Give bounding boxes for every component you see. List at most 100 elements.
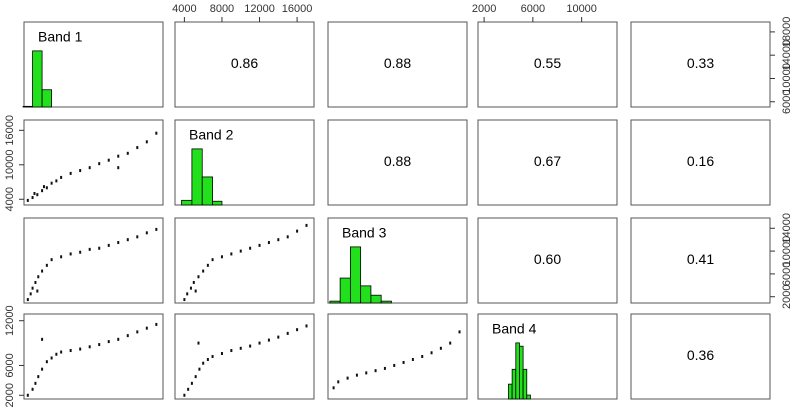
point <box>305 324 308 328</box>
correlation: 0.16 <box>687 153 714 169</box>
y-tick-label: 14000 <box>781 213 793 244</box>
point <box>190 381 193 385</box>
point <box>194 289 197 293</box>
point <box>449 341 452 345</box>
point <box>41 269 44 273</box>
x-tick-label: 8000 <box>210 3 234 15</box>
point <box>50 258 53 262</box>
point <box>50 356 53 360</box>
point <box>211 258 214 262</box>
correlation: 0.88 <box>384 55 411 71</box>
y-tick-label: 6000 <box>781 90 793 114</box>
point <box>37 375 40 379</box>
point <box>60 175 63 179</box>
point <box>88 345 91 349</box>
point <box>37 275 40 279</box>
y-tick-label: 6000 <box>4 353 16 377</box>
point <box>50 181 53 185</box>
point <box>26 198 29 202</box>
x-tick-label: 2000 <box>472 3 496 15</box>
point <box>31 387 34 391</box>
x-tick-label: 10000 <box>566 3 597 15</box>
point <box>117 154 120 158</box>
point <box>60 255 63 259</box>
point <box>206 357 209 361</box>
point <box>41 189 44 193</box>
variable-name: Band 2 <box>189 127 234 143</box>
correlation: 0.88 <box>384 153 411 169</box>
histogram-bar <box>511 368 517 400</box>
point <box>45 186 48 190</box>
point <box>117 166 120 170</box>
panel <box>477 217 618 304</box>
point <box>136 235 139 239</box>
point <box>249 344 252 348</box>
panel <box>327 119 468 206</box>
scatter-panel <box>332 330 461 390</box>
y-tick-label: 18000 <box>781 17 793 48</box>
point <box>286 235 289 239</box>
point <box>277 335 280 339</box>
point <box>117 337 120 341</box>
point <box>26 393 29 397</box>
point <box>36 289 39 293</box>
histogram-bar <box>212 200 223 206</box>
point <box>34 280 37 284</box>
histogram-bar <box>41 89 53 108</box>
point <box>29 292 32 296</box>
point <box>31 196 34 200</box>
point <box>305 223 308 227</box>
point <box>79 250 82 254</box>
histogram-bar <box>22 105 33 108</box>
point <box>421 355 424 358</box>
panel <box>477 313 618 400</box>
x-tick-label: 16000 <box>282 3 313 15</box>
point <box>145 231 148 235</box>
panel <box>477 119 618 206</box>
panel <box>327 21 468 108</box>
point <box>187 387 190 391</box>
point <box>98 343 101 347</box>
histogram-bar <box>32 50 43 108</box>
point <box>126 151 129 155</box>
y-tick-label: 10000 <box>781 236 793 267</box>
point <box>126 238 129 242</box>
panel <box>630 217 771 304</box>
point <box>267 338 270 342</box>
point <box>192 280 195 284</box>
point <box>42 185 45 189</box>
x-tick-label: 4000 <box>172 3 196 15</box>
point <box>155 227 158 231</box>
point <box>136 146 139 150</box>
point <box>98 246 101 250</box>
histogram-bar <box>370 294 382 304</box>
point <box>107 158 110 162</box>
point <box>145 140 148 144</box>
point <box>220 255 223 259</box>
histogram-bar <box>329 300 341 304</box>
point <box>296 328 299 332</box>
point <box>393 363 396 367</box>
y-tick-label: 6000 <box>781 262 793 286</box>
point <box>197 341 200 345</box>
panel <box>174 21 315 108</box>
point <box>277 238 280 242</box>
point <box>411 357 414 361</box>
panel <box>630 21 771 108</box>
point <box>79 347 82 351</box>
point <box>117 241 120 245</box>
point <box>202 361 205 365</box>
histogram-bar <box>360 285 372 304</box>
scatter-panel <box>183 223 308 302</box>
panel <box>630 119 771 206</box>
point <box>186 292 189 296</box>
point <box>136 330 139 334</box>
correlation: 0.33 <box>687 55 714 71</box>
panel <box>174 217 315 304</box>
point <box>55 352 58 356</box>
point <box>383 366 386 370</box>
histogram-bar <box>519 345 524 400</box>
histogram-bar <box>508 383 513 400</box>
panel <box>174 313 315 400</box>
y-tick-label: 2000 <box>781 284 793 308</box>
